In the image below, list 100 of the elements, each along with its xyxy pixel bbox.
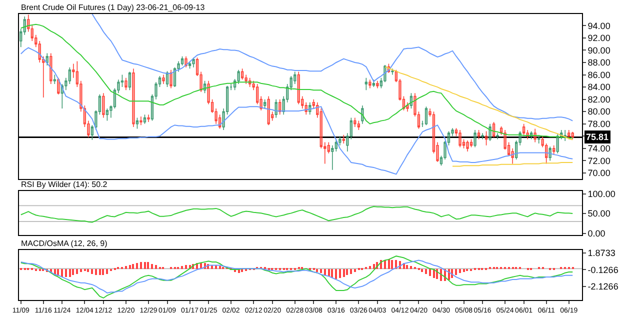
candlestick (290, 76, 292, 91)
bar (76, 268, 78, 274)
candlestick (196, 57, 199, 76)
candlestick (150, 94, 154, 122)
line-series (20, 47, 574, 175)
candlestick (504, 130, 506, 150)
candlestick (417, 111, 420, 130)
chart-title: MACD/OsMA (12, 26, 9) (21, 239, 108, 248)
candlestick (136, 117, 139, 130)
candlestick (440, 155, 443, 166)
bar (241, 268, 243, 272)
candlestick (364, 77, 368, 91)
bar (350, 268, 352, 274)
candlestick (170, 69, 172, 89)
candlestick (444, 140, 446, 160)
bar (455, 268, 457, 275)
candlestick (226, 85, 229, 116)
ref-line-label: 75.81 (586, 132, 609, 142)
candlestick (192, 57, 195, 68)
candlestick (237, 69, 240, 84)
chart-title: Brent Crude Oil Futures (1 Day) 23-06-21_06-09-13 (21, 3, 206, 12)
candlestick (424, 106, 428, 126)
bar (87, 268, 89, 272)
candlestick (428, 108, 432, 117)
candlestick (346, 132, 349, 152)
candlestick (34, 34, 38, 48)
candlestick (474, 130, 476, 148)
candlestick (124, 77, 128, 91)
y-tick-label: 0.00 (588, 228, 606, 238)
candlestick (477, 130, 480, 140)
y-tick-label: 92.00 (588, 33, 610, 44)
candlestick (541, 136, 544, 148)
bar (69, 268, 71, 277)
bar (391, 260, 393, 269)
candlestick (241, 68, 244, 80)
line-series (92, 14, 574, 122)
candlestick (301, 96, 304, 109)
candlestick (414, 92, 416, 117)
bar (410, 266, 412, 269)
candlestick (312, 98, 315, 109)
y-tick-label: 86.00 (588, 70, 610, 80)
bar (129, 264, 131, 269)
candlestick (394, 69, 398, 83)
line-series (20, 24, 574, 138)
bar (95, 268, 97, 275)
candlestick (117, 79, 120, 94)
candlestick (496, 132, 499, 140)
bar (80, 268, 82, 272)
bar (459, 268, 461, 273)
bar (151, 264, 153, 269)
candlestick (357, 120, 360, 130)
y-tick-label: -0.1266 (588, 264, 618, 275)
y-tick-label: 94.00 (588, 20, 610, 31)
candlestick (484, 130, 488, 146)
y-tick-label: -2.1266 (588, 282, 618, 292)
candlestick (207, 80, 210, 105)
candlestick (120, 74, 124, 88)
candlestick (76, 60, 78, 88)
candlestick (267, 96, 270, 126)
candlestick (102, 92, 105, 118)
bar (125, 266, 127, 269)
candlestick (538, 136, 540, 144)
chart-title: RSI By Wilder (14): 50.2 (21, 180, 108, 189)
candlestick (158, 76, 162, 88)
candlestick (571, 131, 574, 140)
bar (102, 268, 104, 275)
candlestick (447, 130, 450, 146)
bar (140, 262, 142, 269)
candlestick (110, 105, 112, 118)
bar (219, 266, 221, 269)
candlestick (297, 71, 300, 105)
bar (155, 264, 157, 269)
candlestick (162, 74, 165, 84)
candlestick (451, 128, 454, 137)
bar (324, 268, 326, 275)
candlestick (274, 98, 278, 118)
candlestick (507, 142, 510, 156)
bar (373, 264, 375, 269)
candlestick (511, 148, 514, 164)
y-tick-label: 80.00 (588, 106, 610, 117)
candlestick (320, 108, 322, 149)
line-series (20, 206, 574, 223)
line-series (384, 66, 574, 140)
candlestick (271, 111, 274, 122)
candlestick (256, 84, 259, 105)
y-tick-label: 84.00 (588, 82, 610, 92)
bar (384, 260, 386, 269)
candlestick (68, 67, 71, 84)
candlestick (230, 84, 232, 91)
candlestick (140, 116, 142, 126)
candlestick (458, 130, 462, 148)
candlestick (522, 123, 526, 136)
bar (61, 268, 63, 277)
candlestick (518, 130, 522, 146)
y-tick-label: 88.00 (588, 58, 610, 68)
candlestick (50, 52, 52, 84)
bar (320, 268, 322, 273)
candlestick (154, 82, 158, 100)
bar (406, 264, 408, 269)
candlestick (481, 132, 484, 140)
